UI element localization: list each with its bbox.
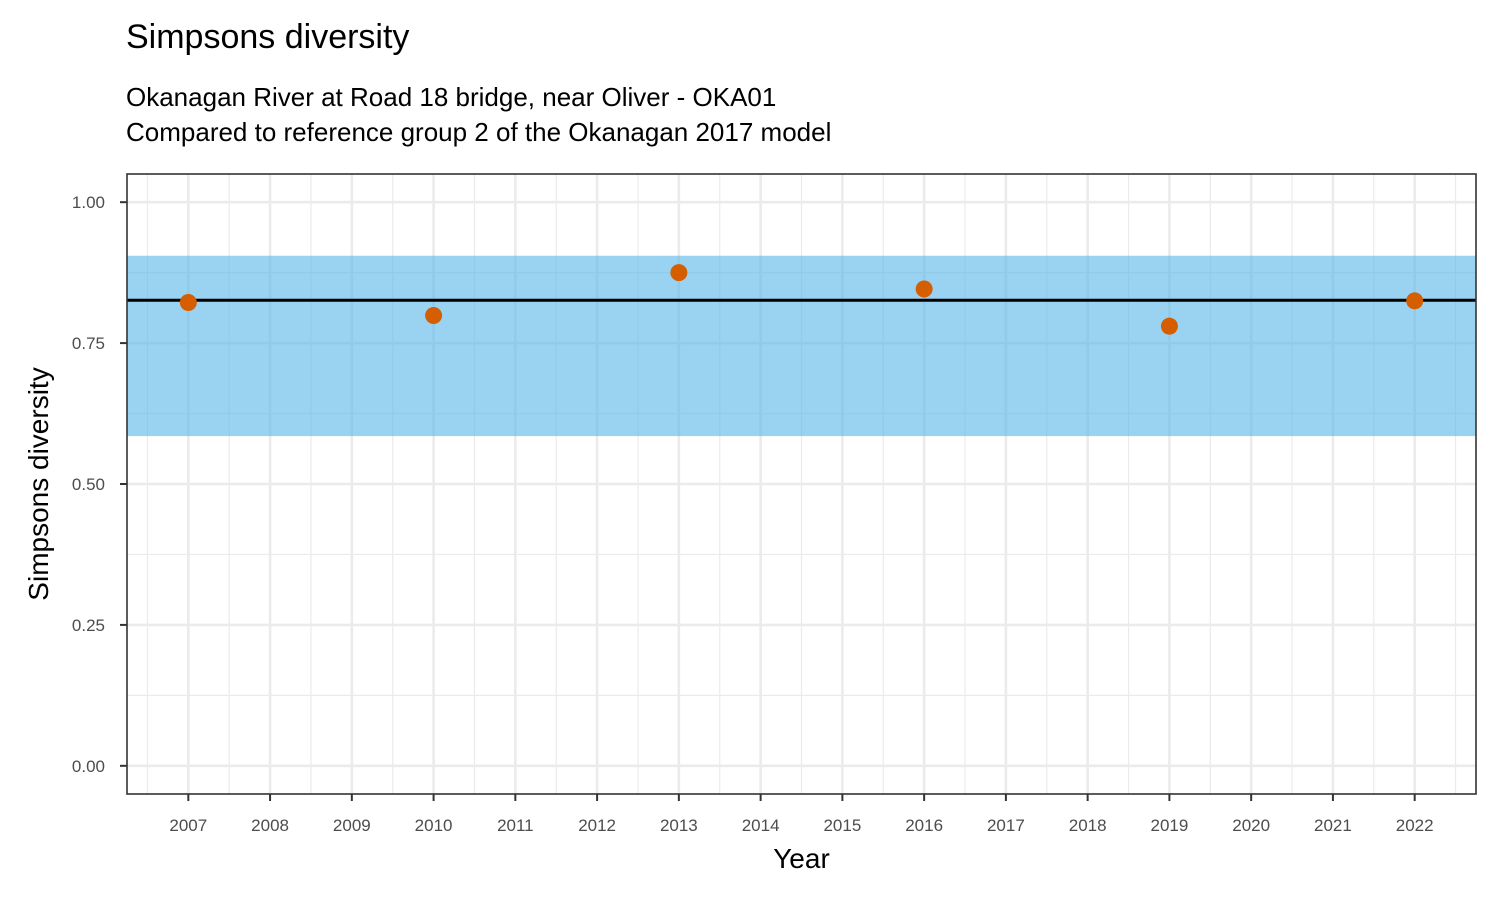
y-tick-label: 1.00	[72, 193, 105, 212]
x-tick-label: 2013	[660, 816, 698, 835]
data-point	[915, 280, 933, 298]
x-tick-label: 2018	[1069, 816, 1107, 835]
x-tick-label: 2021	[1314, 816, 1352, 835]
x-tick-label: 2019	[1150, 816, 1188, 835]
data-point	[670, 264, 688, 282]
data-point	[1406, 292, 1424, 310]
x-tick-label: 2010	[415, 816, 453, 835]
x-tick-label: 2008	[251, 816, 289, 835]
y-tick-label: 0.25	[72, 616, 105, 635]
x-tick-label: 2012	[578, 816, 616, 835]
chart-subtitle-line-2: Compared to reference group 2 of the Oka…	[126, 117, 832, 147]
y-tick-label: 0.50	[72, 475, 105, 494]
chart-subtitle-line-1: Okanagan River at Road 18 bridge, near O…	[126, 82, 777, 112]
x-tick-label: 2007	[169, 816, 207, 835]
chart-title: Simpsons diversity	[126, 18, 410, 56]
x-tick-label: 2016	[905, 816, 943, 835]
data-point	[425, 306, 443, 324]
x-tick-label: 2017	[987, 816, 1025, 835]
x-tick-label: 2014	[742, 816, 780, 835]
x-tick-label: 2022	[1396, 816, 1434, 835]
x-axis-title: Year	[773, 843, 830, 874]
data-point	[179, 294, 197, 312]
x-tick-label: 2011	[497, 816, 534, 835]
x-tick-label: 2009	[333, 816, 371, 835]
x-tick-label: 2020	[1232, 816, 1270, 835]
data-point	[1160, 317, 1178, 335]
data-points	[179, 264, 1424, 335]
reference-range-band	[127, 255, 1476, 437]
y-axis-title: Simpsons diversity	[23, 367, 54, 600]
axes: 2007 2008 2009 2010 2011 2012 2013 2014 2015 2016…	[72, 193, 1434, 835]
y-tick-label: 0.75	[72, 334, 105, 353]
x-tick-label: 2015	[823, 816, 861, 835]
y-tick-label: 0.00	[72, 757, 105, 776]
